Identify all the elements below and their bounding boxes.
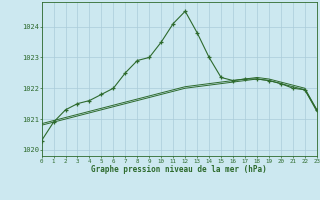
X-axis label: Graphe pression niveau de la mer (hPa): Graphe pression niveau de la mer (hPa) [91,165,267,174]
